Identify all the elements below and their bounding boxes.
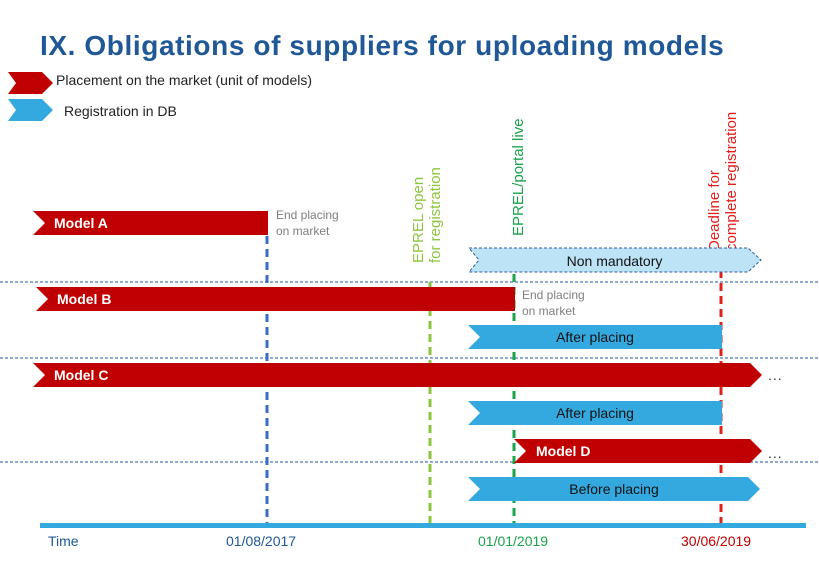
model-d-bar: Model D xyxy=(514,439,762,463)
model-b-label: Model B xyxy=(57,291,112,307)
model-c-bar: Model C xyxy=(33,363,762,387)
eprel-open-label: EPREL open for registration xyxy=(410,167,444,263)
legend-registration-label: Registration in DB xyxy=(64,103,177,119)
deadline-label: Deadline for complete registration xyxy=(706,112,740,251)
eprel-live-label-text: EPREL/portal live xyxy=(510,118,527,236)
model-c-label: Model C xyxy=(54,367,109,383)
timeline-label: Time xyxy=(48,533,79,549)
legend-registration: Registration in DB xyxy=(8,99,228,123)
end-placing-note-a-line1: End placing xyxy=(276,208,339,222)
after-placing-c-bar: After placing xyxy=(468,401,722,425)
eprel-open-label-line2: for registration xyxy=(427,167,444,263)
model-a-bar: Model A xyxy=(33,211,268,235)
eprel-live-label: EPREL/portal live xyxy=(510,118,527,236)
timeline-axis xyxy=(40,523,806,528)
model-a-label: Model A xyxy=(54,215,108,231)
end-placing-note-b-line1: End placing xyxy=(522,288,585,302)
deadline-label-line1: Deadline for xyxy=(706,170,723,251)
model-b-bar: Model B xyxy=(36,287,515,311)
blue-arrow-icon xyxy=(8,99,53,121)
date-label-2: 01/01/2019 xyxy=(478,533,549,549)
model-d-label: Model D xyxy=(536,443,591,459)
after-placing-b-bar: After placing xyxy=(468,325,722,349)
legend-placement-label: Placement on the market (unit of models) xyxy=(56,72,313,88)
non-mandatory-arrow xyxy=(468,247,762,273)
legend-placement: Placement on the market (unit of models) xyxy=(8,72,368,96)
date-label-1: 01/08/2017 xyxy=(226,533,297,549)
deadline-label-line2: complete registration xyxy=(723,111,740,251)
eprel-open-label-line1: EPREL open xyxy=(410,176,427,263)
end-placing-note-b-line2: on market xyxy=(522,304,576,318)
end-placing-note-a: End placing on market xyxy=(276,207,339,239)
red-arrow-icon xyxy=(8,72,53,94)
page-title: IX. Obligations of suppliers for uploadi… xyxy=(40,30,725,61)
end-placing-note-b: End placing on market xyxy=(522,287,585,319)
model-c-ellipsis: ... xyxy=(768,367,783,383)
date-label-3: 30/06/2019 xyxy=(681,533,752,549)
end-placing-note-a-line2: on market xyxy=(276,224,330,238)
non-mandatory-label: Non mandatory xyxy=(566,253,663,269)
model-d-ellipsis: ... xyxy=(768,445,783,461)
before-placing-d-bar: Before placing xyxy=(468,477,760,501)
